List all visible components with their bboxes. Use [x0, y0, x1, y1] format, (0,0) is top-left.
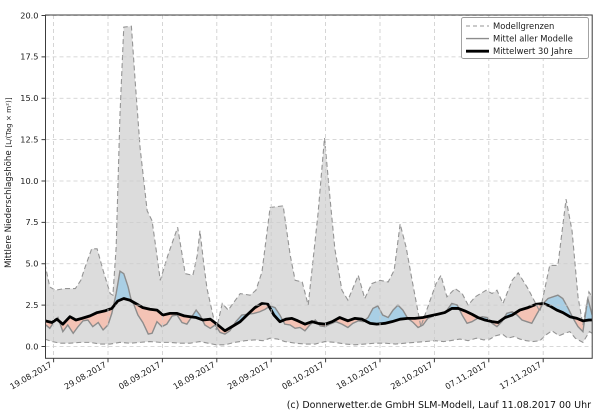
y-axis-tick-label: 10.0 [20, 176, 38, 186]
y-axis-label: Mittlere Niederschlagshöhe [L/(Tag × m²)… [4, 97, 14, 268]
model-range-lower-line [45, 330, 593, 346]
y-axis-tick-label: 5.0 [25, 259, 38, 269]
below-normal-fill [45, 298, 593, 335]
legend-item-label: Modellgrenzen [493, 21, 554, 31]
x-axis-tick-label: 28.10.2017 [389, 359, 435, 391]
model-range-upper-line [45, 25, 593, 331]
y-axis-tick-label: 17.5 [20, 52, 38, 62]
y-axis-tick-label: 7.5 [25, 217, 38, 227]
y-axis-tick-label: 2.5 [25, 300, 38, 310]
x-axis-tick-label: 07.11.2017 [443, 359, 489, 391]
legend-box [461, 17, 589, 59]
y-axis-tick-label: 15.0 [20, 93, 38, 103]
x-axis-tick-label: 29.08.2017 [62, 359, 108, 391]
model-range-band [45, 26, 593, 345]
x-axis-tick-label: 19.08.2017 [8, 359, 54, 391]
caption: (c) Donnerwetter.de GmbH SLM-Modell, Lau… [286, 400, 591, 411]
x-axis-tick-label: 08.10.2017 [280, 359, 326, 391]
x-axis-tick-label: 28.09.2017 [226, 359, 272, 391]
x-axis-tick-label: 08.09.2017 [117, 359, 163, 391]
legend-item-label: Mittelwert 30 Jahre [493, 46, 573, 56]
x-axis-tick-label: 18.10.2017 [334, 359, 380, 391]
y-axis-tick-label: 0.0 [25, 341, 38, 351]
plot-area [45, 25, 593, 346]
y-axis-tick-label: 20.0 [20, 10, 38, 20]
x-axis-tick-label: 17.11.2017 [498, 359, 544, 391]
x-axis-tick-label: 18.09.2017 [171, 359, 217, 391]
legend: Modellgrenzen Mittel aller Modelle Mittelw… [461, 17, 589, 59]
climate-mean-line [45, 297, 593, 333]
legend-item-label: Mittel aller Modelle [493, 33, 573, 43]
y-axis-tick-label: 12.5 [20, 134, 38, 144]
plot-frame [45, 14, 593, 359]
model-mean-line [45, 270, 593, 335]
